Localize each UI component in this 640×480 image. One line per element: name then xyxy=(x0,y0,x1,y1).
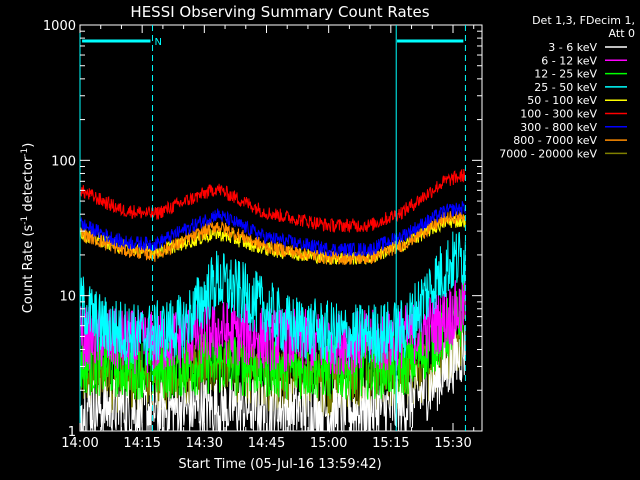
x-tick-label: 15:30 xyxy=(434,436,471,451)
y-axis-ticks: 1 10 100 1000 xyxy=(43,19,482,440)
legend-entry: 300 - 800 keV xyxy=(520,121,627,134)
y-axis-label: Count Rate (s-1 detector-1) xyxy=(20,143,36,314)
x-tick-label: 14:45 xyxy=(248,436,285,451)
legend-label: 50 - 100 keV xyxy=(527,94,597,107)
legend-entry: 800 - 7000 keV xyxy=(513,134,627,147)
series-line xyxy=(80,209,466,266)
x-axis-ticks: 14:00 14:15 14:30 14:45 15:00 15:15 15:30 xyxy=(61,25,475,451)
legend-label: 12 - 25 keV xyxy=(534,68,597,81)
legend-entry: 3 - 6 keV xyxy=(548,41,627,54)
series-line xyxy=(80,201,466,258)
series-line xyxy=(80,168,466,233)
x-tick-label: 15:00 xyxy=(310,436,347,451)
y-tick-label: 100 xyxy=(51,154,76,169)
legend-header-1: Det 1,3, FDecim 1, xyxy=(532,14,635,27)
legend-label: 6 - 12 keV xyxy=(541,54,597,67)
chart-title: HESSI Observing Summary Count Rates xyxy=(130,3,429,21)
y-tick-label: 1000 xyxy=(43,19,76,34)
legend-entry: 6 - 12 keV xyxy=(541,54,627,67)
y-tick-label: 1 xyxy=(68,425,76,440)
legend-label: 300 - 800 keV xyxy=(520,121,597,134)
x-axis-label: Start Time (05-Jul-16 13:59:42) xyxy=(178,457,381,472)
legend-entry: 7000 - 20000 keV xyxy=(499,147,627,160)
series-line xyxy=(80,231,466,368)
x-tick-label: 14:30 xyxy=(186,436,223,451)
legend-entry: 100 - 300 keV xyxy=(520,108,627,121)
legend-entry: 50 - 100 keV xyxy=(527,94,627,107)
legend-label: 7000 - 20000 keV xyxy=(499,147,597,160)
y-tick-label: 10 xyxy=(59,290,76,305)
legend-label: 25 - 50 keV xyxy=(534,81,597,94)
x-tick-label: 14:00 xyxy=(61,436,98,451)
overlay-layer: N xyxy=(79,25,466,431)
night-bar-label: N xyxy=(154,37,161,48)
x-tick-label: 15:15 xyxy=(372,436,409,451)
x-tick-label: 14:15 xyxy=(123,436,160,451)
legend-header-2: Att 0 xyxy=(609,27,635,40)
legend-entry: 12 - 25 keV xyxy=(534,68,627,81)
series-layer xyxy=(80,168,466,433)
legend-entry: 25 - 50 keV xyxy=(534,81,627,94)
legend-label: 800 - 7000 keV xyxy=(513,134,597,147)
legend-label: 3 - 6 keV xyxy=(548,41,597,54)
legend-label: 100 - 300 keV xyxy=(520,108,597,121)
